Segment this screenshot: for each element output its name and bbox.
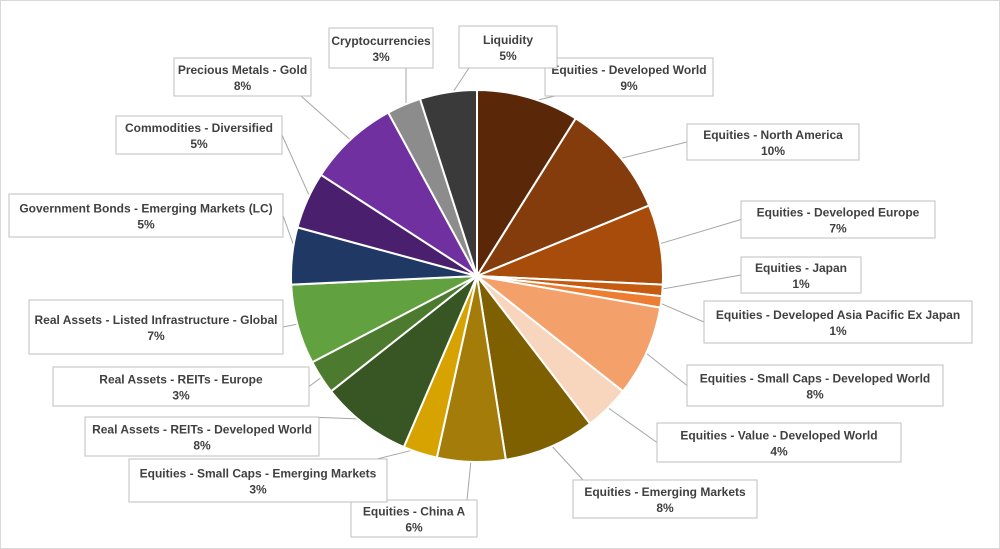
slice-name-label: Government Bonds - Emerging Markets (LC) [19,202,272,216]
pie-slice-precious-metals-gold [319,111,478,277]
slice-name-label: Equities - Emerging Markets [584,485,746,499]
slice-label-equities-japan: Equities - Japan 1% [740,256,862,294]
label-box [115,115,283,155]
slice-value-label: 8% [234,79,252,93]
label-box [686,364,944,407]
slice-label-equities-value-developed-world: Equities - Value - Developed World 4% [656,422,902,463]
slice-name-label: Equities - North America [703,128,843,142]
slice-name-label: Commodities - Diversified [125,121,273,135]
slice-value-label: 8% [193,439,211,453]
slice-value-label: 8% [656,501,674,515]
slice-label-real-assets-reits-developed-world: Real Assets - REITs - Developed World 8% [84,416,320,457]
slice-value-label: 3% [172,389,190,403]
slice-value-label: 5% [499,49,517,63]
label-box [8,193,284,238]
leader-line-equities-japan [656,274,742,291]
slice-name-label: Equities - Small Caps - Emerging Markets [140,467,377,481]
slice-label-equities-small-caps-emerging-markets: Equities - Small Caps - Emerging Markets… [128,458,388,503]
slice-value-label: 1% [792,277,810,291]
slice-value-label: 7% [147,329,165,343]
slice-label-government-bonds-emerging-markets-lc: Government Bonds - Emerging Markets (LC)… [8,193,284,238]
label-box [28,299,284,355]
pie-slice-equities-small-caps-developed-world [476,275,662,393]
slice-name-label: Real Assets - REITs - Developed World [92,423,312,437]
slice-name-label: Equities - Developed World [551,63,706,77]
label-box [173,57,312,97]
slice-value-label: 4% [770,445,788,459]
pie-slice-equities-north-america [474,117,651,279]
label-box [84,416,320,457]
slice-label-real-assets-listed-infrastructure-global: Real Assets - Listed Infrastructure - Gl… [28,299,284,355]
pie-slice-equities-developed-world [476,88,578,280]
slice-name-label: Equities - Value - Developed World [680,429,877,443]
pie-slices [289,88,664,464]
slice-label-equities-emerging-markets: Equities - Emerging Markets 8% [572,479,758,519]
label-box [458,25,558,69]
slice-name-label: Equities - Small Caps - Developed World [700,372,931,386]
label-box [703,300,973,344]
slice-value-label: 3% [249,483,267,497]
leader-line-equities-small-caps-developed-world [641,349,688,386]
label-box [350,499,478,538]
label-box [740,256,862,294]
slice-label-precious-metals-gold: Precious Metals - Gold 8% [173,57,312,97]
leader-line-equities-developed-asia-pacific-ex-japan [655,300,705,323]
label-box [128,458,388,503]
leader-line-equities-china-a [466,456,472,501]
leader-line-precious-metals-gold [300,95,355,144]
slice-name-label: Real Assets - REITs - Europe [99,373,263,387]
slice-label-liquidity: Liquidity 5% [458,25,558,69]
slice-name-label: Equities - Developed Europe [757,206,920,220]
slice-value-label: 10% [761,144,785,158]
slice-value-label: 7% [829,222,847,236]
pie-slice-liquidity [418,88,478,277]
label-box [572,479,758,519]
slice-value-label: 3% [372,50,390,64]
leader-line-equities-emerging-markets [547,441,584,481]
label-box [328,27,434,69]
slice-label-equities-developed-world: Equities - Developed World 9% [544,57,714,97]
label-box [740,200,936,239]
pie-slice-equities-emerging-markets [476,275,592,461]
label-box [544,57,714,97]
slice-label-cryptocurrencies: Cryptocurrencies 3% [328,27,434,69]
slice-name-label: Equities - Developed Asia Pacific Ex Jap… [716,308,960,322]
label-box [686,123,860,161]
slice-label-equities-china-a: Equities - China A 6% [350,499,478,538]
slice-label-commodities-diversified: Commodities - Diversified 5% [115,115,283,155]
slice-name-label: Equities - China A [363,505,466,519]
slice-label-equities-developed-asia-pacific-ex-japan: Equities - Developed Asia Pacific Ex Jap… [703,300,973,344]
slice-value-label: 1% [829,324,847,338]
slice-name-label: Liquidity [483,33,533,47]
label-box [656,422,902,463]
slice-label-equities-developed-europe: Equities - Developed Europe 7% [740,200,936,239]
slice-label-real-assets-reits-europe: Real Assets - REITs - Europe 3% [52,366,310,407]
slice-label-equities-small-caps-developed-world: Equities - Small Caps - Developed World 8… [686,364,944,407]
slice-labels: Equities - Developed World 9% Equities - N… [8,25,973,538]
slice-value-label: 5% [137,218,155,232]
slice-value-label: 5% [190,137,208,151]
slice-name-label: Precious Metals - Gold [178,63,307,77]
slice-value-label: 8% [806,388,824,402]
slice-value-label: 9% [620,79,638,93]
slice-value-label: 6% [405,521,423,535]
slice-name-label: Real Assets - Listed Infrastructure - Gl… [35,313,278,327]
leader-line-commodities-diversified [281,134,313,203]
leader-line-equities-value-developed-world [603,404,658,443]
slice-name-label: Equities - Japan [755,261,847,275]
slice-label-equities-north-america: Equities - North America 10% [686,123,860,161]
pie-slice-real-assets-reits-developed-world [329,275,478,449]
label-box [52,366,310,407]
leader-line-equities-developed-europe [654,219,742,246]
leader-line-equities-north-america [614,141,688,161]
slice-name-label: Cryptocurrencies [331,34,431,48]
